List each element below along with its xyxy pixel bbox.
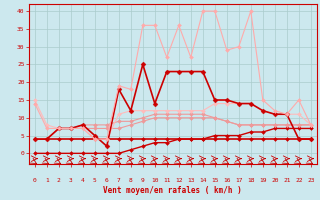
X-axis label: Vent moyen/en rafales ( km/h ): Vent moyen/en rafales ( km/h ) — [103, 186, 242, 195]
